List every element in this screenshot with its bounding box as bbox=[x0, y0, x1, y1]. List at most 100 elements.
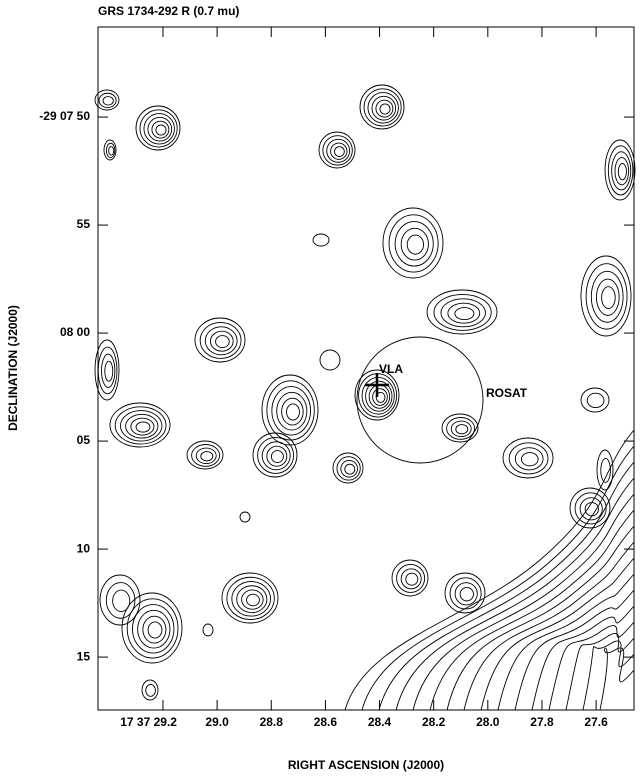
contour bbox=[241, 589, 264, 610]
contour bbox=[396, 563, 426, 593]
contour bbox=[447, 302, 481, 324]
contour bbox=[611, 151, 632, 191]
y-axis-label: DECLINATION (J2000) bbox=[6, 305, 20, 431]
contour bbox=[441, 413, 479, 443]
contour bbox=[252, 432, 298, 478]
contour bbox=[221, 572, 279, 624]
contour bbox=[108, 146, 115, 156]
contour bbox=[521, 452, 539, 467]
contour bbox=[371, 95, 397, 121]
x-tick-label: 28.6 bbox=[314, 715, 338, 729]
contour bbox=[406, 234, 425, 255]
contour bbox=[440, 298, 486, 328]
contour bbox=[121, 592, 183, 664]
contour bbox=[112, 589, 131, 612]
contour bbox=[497, 573, 635, 711]
contour bbox=[151, 120, 170, 139]
contour bbox=[607, 145, 634, 196]
contour bbox=[126, 598, 179, 659]
contour bbox=[261, 441, 291, 471]
contour bbox=[332, 452, 364, 484]
y-tick-label: 05 bbox=[77, 433, 91, 447]
contour bbox=[125, 413, 159, 439]
contour bbox=[135, 421, 151, 433]
contour bbox=[103, 139, 117, 161]
contour bbox=[330, 142, 348, 160]
contour bbox=[142, 615, 167, 644]
contour bbox=[382, 207, 444, 279]
contour bbox=[336, 456, 361, 481]
contour bbox=[101, 353, 116, 388]
contour bbox=[586, 392, 605, 409]
contour bbox=[119, 410, 163, 442]
contour bbox=[449, 577, 482, 610]
chart-title: GRS 1734-292 R (0.7 mu) bbox=[98, 4, 239, 18]
contour bbox=[363, 88, 402, 127]
contour bbox=[145, 683, 156, 697]
contour bbox=[375, 99, 394, 118]
contour bbox=[344, 429, 635, 711]
contour bbox=[604, 139, 636, 201]
contour bbox=[455, 424, 469, 435]
contour bbox=[236, 585, 268, 614]
contour bbox=[94, 89, 120, 111]
contour bbox=[200, 451, 214, 462]
annotation: VLA bbox=[379, 362, 403, 376]
contour bbox=[97, 346, 118, 395]
contour bbox=[319, 349, 341, 371]
contour bbox=[391, 559, 429, 597]
contour bbox=[580, 255, 632, 337]
contour bbox=[246, 593, 260, 607]
contour bbox=[569, 487, 611, 529]
contour bbox=[130, 417, 155, 436]
y-tick-label: 08 00 bbox=[60, 325, 90, 339]
contour bbox=[104, 360, 114, 382]
contour bbox=[191, 444, 221, 467]
contour bbox=[426, 289, 498, 335]
contour bbox=[226, 576, 275, 621]
contour bbox=[135, 105, 181, 151]
contour bbox=[271, 386, 312, 436]
contour bbox=[276, 391, 308, 431]
contour bbox=[412, 493, 635, 711]
contour bbox=[270, 450, 284, 464]
contour bbox=[600, 457, 611, 483]
contour bbox=[375, 391, 386, 403]
contour bbox=[429, 509, 635, 711]
contour bbox=[405, 572, 419, 586]
contour bbox=[459, 587, 474, 602]
contour bbox=[114, 406, 167, 445]
x-tick-label: 28.8 bbox=[260, 715, 284, 729]
contour bbox=[194, 317, 246, 363]
contour bbox=[595, 278, 620, 316]
contour bbox=[361, 445, 635, 711]
contour bbox=[446, 417, 476, 440]
contour bbox=[596, 449, 614, 491]
contour bbox=[579, 497, 603, 521]
contour bbox=[102, 96, 114, 106]
contour bbox=[531, 605, 635, 711]
x-tick-label: 28.2 bbox=[422, 715, 446, 729]
contour bbox=[548, 621, 635, 711]
contour bbox=[155, 124, 167, 136]
x-tick-label: 29.0 bbox=[205, 715, 229, 729]
contour bbox=[322, 135, 353, 166]
contour bbox=[239, 511, 251, 523]
contour bbox=[574, 492, 607, 525]
contour bbox=[318, 131, 356, 169]
contour bbox=[450, 420, 472, 438]
contour bbox=[186, 440, 224, 470]
contour bbox=[585, 263, 628, 330]
contour bbox=[137, 609, 171, 649]
contour bbox=[446, 525, 635, 711]
contour bbox=[105, 582, 136, 619]
contour bbox=[261, 374, 319, 446]
contour bbox=[215, 335, 230, 349]
contour bbox=[372, 388, 388, 406]
contour bbox=[266, 445, 288, 467]
vla-cross bbox=[365, 373, 389, 397]
contour bbox=[614, 157, 630, 186]
contour bbox=[326, 138, 351, 163]
contour bbox=[388, 214, 439, 273]
